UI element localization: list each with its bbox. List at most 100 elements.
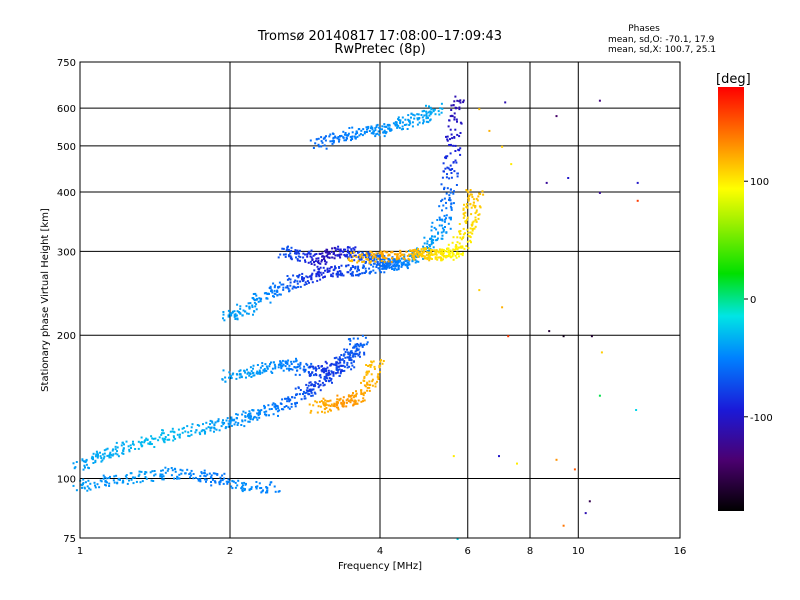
echo-point — [313, 253, 316, 256]
echo-point — [132, 440, 134, 443]
echo-point — [325, 406, 328, 409]
echo-point — [263, 369, 266, 371]
echo-point — [464, 211, 467, 214]
echo-point — [403, 258, 406, 261]
echo-point — [431, 241, 433, 244]
echo-point — [337, 245, 340, 248]
echo-point — [367, 127, 370, 130]
echo-point — [360, 391, 363, 394]
echo-point — [366, 370, 369, 373]
echo-point — [311, 388, 314, 391]
echo-point — [240, 487, 243, 490]
echo-point — [179, 433, 181, 436]
echo-point — [352, 274, 355, 277]
echo-point — [141, 480, 144, 483]
echo-point — [353, 394, 356, 397]
echo-point — [289, 278, 292, 281]
echo-point — [172, 439, 175, 442]
echo-point — [244, 419, 247, 422]
echo-point — [94, 461, 97, 464]
echo-point — [425, 117, 428, 120]
echo-point — [363, 351, 366, 354]
echo-point — [345, 255, 348, 258]
echo-point — [222, 369, 225, 372]
echo-point — [388, 124, 391, 127]
echo-point — [303, 397, 306, 400]
echo-point — [477, 214, 480, 216]
echo-point — [454, 254, 457, 257]
echo-point — [443, 197, 446, 200]
echo-point — [305, 362, 308, 365]
echo-point — [449, 143, 452, 146]
echo-point — [400, 257, 403, 260]
echo-point — [410, 253, 413, 255]
echo-point — [433, 108, 436, 111]
echo-point — [375, 126, 378, 128]
echo-point — [199, 475, 202, 478]
echo-point — [390, 260, 393, 263]
echo-point — [92, 462, 95, 464]
echo-point — [187, 434, 190, 437]
echo-point — [250, 370, 253, 373]
echo-point — [498, 455, 500, 458]
echo-point — [336, 248, 339, 251]
echo-point — [199, 480, 202, 483]
x-tick-label: 10 — [572, 546, 585, 557]
echo-point — [383, 258, 386, 261]
echo-point — [411, 121, 414, 124]
echo-point — [344, 356, 347, 359]
echo-point — [166, 469, 169, 472]
echo-point — [254, 292, 257, 295]
echo-point — [446, 250, 449, 253]
echo-point — [374, 260, 377, 263]
echo-point — [117, 455, 120, 458]
echo-point — [458, 106, 461, 109]
echo-point — [92, 452, 95, 455]
echo-point — [131, 442, 134, 445]
echo-point — [375, 258, 378, 261]
echo-point — [332, 141, 335, 144]
echo-point — [203, 469, 206, 472]
echo-point — [458, 230, 461, 233]
echo-point — [164, 466, 167, 469]
echo-point — [397, 267, 400, 270]
echo-point — [349, 399, 352, 402]
echo-point — [114, 452, 117, 455]
echo-point — [351, 260, 354, 263]
echo-point — [306, 386, 309, 389]
echo-point — [143, 441, 146, 444]
echo-point — [350, 359, 353, 362]
echo-point — [132, 482, 135, 485]
echo-point — [475, 209, 478, 212]
echo-point — [355, 130, 358, 133]
echo-point — [265, 413, 268, 416]
echo-point — [213, 480, 216, 483]
echo-point — [319, 383, 322, 386]
echo-point — [108, 482, 111, 485]
echo-point — [140, 470, 143, 473]
echo-point — [433, 249, 436, 252]
echo-point — [344, 248, 347, 251]
echo-point — [258, 369, 261, 372]
echo-point — [175, 477, 178, 480]
echo-point — [423, 236, 426, 239]
echo-point — [114, 448, 117, 451]
echo-point — [281, 398, 284, 401]
echo-point — [353, 345, 356, 348]
echo-point — [467, 199, 470, 202]
echo-point — [294, 249, 297, 252]
echo-point — [396, 259, 399, 262]
echo-point — [438, 113, 441, 116]
echo-point — [295, 252, 298, 255]
echo-point — [442, 252, 445, 255]
echo-point — [450, 216, 452, 219]
echo-point — [162, 439, 165, 441]
echo-point — [374, 256, 377, 259]
echo-point — [289, 257, 292, 260]
echo-point — [452, 248, 455, 251]
echo-point — [449, 217, 452, 220]
echo-point — [373, 259, 376, 262]
echo-point — [105, 448, 108, 451]
echo-point — [455, 161, 458, 164]
echo-point — [240, 424, 243, 426]
